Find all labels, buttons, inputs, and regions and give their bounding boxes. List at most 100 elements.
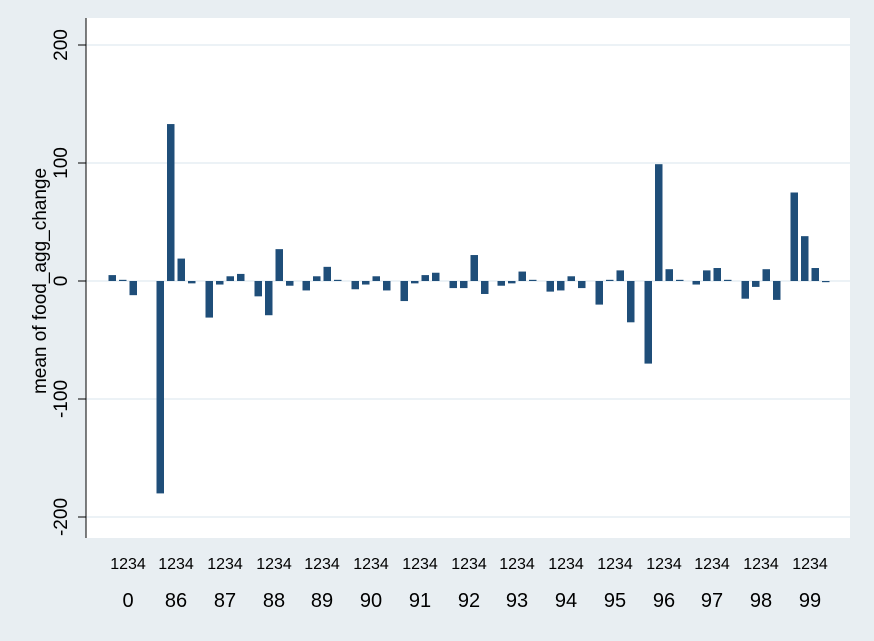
x-subcategory-label: 1234	[694, 556, 730, 573]
y-tick-label: 100	[51, 147, 72, 179]
bar	[665, 269, 673, 281]
bar	[741, 281, 749, 299]
bar	[460, 281, 468, 289]
bar	[286, 281, 294, 286]
x-group-label: 93	[506, 590, 528, 612]
bar	[226, 276, 234, 281]
x-group-label: 87	[214, 590, 236, 612]
axes: -200 -100 0 100 200 1234 0 1234 86 1234 87 1234 88 12…	[51, 18, 828, 612]
bar	[167, 124, 175, 281]
bar	[676, 279, 684, 281]
x-group-label: 90	[360, 590, 382, 612]
x-group-label: 92	[458, 590, 480, 612]
bar	[129, 281, 137, 296]
bar	[606, 279, 614, 281]
x-subcategory-label: 1234	[304, 556, 340, 573]
bars	[108, 124, 830, 494]
bar	[205, 281, 213, 318]
bar	[811, 268, 819, 281]
x-group-label: 89	[311, 590, 333, 612]
x-subcategory-label: 1234	[743, 556, 779, 573]
bar	[362, 281, 370, 285]
bar	[400, 281, 408, 302]
bar	[644, 281, 652, 364]
bar	[655, 164, 663, 281]
bar	[724, 279, 732, 281]
y-tick-label: -200	[51, 498, 72, 536]
bar	[470, 255, 478, 281]
bar	[351, 281, 359, 290]
x-subcategory-label: 1234	[207, 556, 243, 573]
x-group-label: 0	[122, 590, 133, 612]
x-subcategory-label: 1234	[353, 556, 389, 573]
x-group-label: 95	[604, 590, 626, 612]
bar	[790, 192, 798, 281]
bar	[713, 268, 721, 281]
bar	[481, 281, 489, 294]
bar	[421, 275, 429, 281]
y-axis-label: mean of food_agg_change	[30, 168, 51, 394]
x-group-label: 91	[409, 590, 431, 612]
x-subcategory-label: 1234	[402, 556, 438, 573]
bar	[334, 279, 342, 281]
bar	[188, 281, 196, 284]
bar	[449, 281, 457, 289]
bar	[177, 258, 185, 281]
bar	[546, 281, 554, 292]
bar	[216, 281, 224, 285]
x-subcategory-label: 1234	[646, 556, 682, 573]
x-group-label: 96	[653, 590, 675, 612]
x-subcategory-label: 1234	[110, 556, 146, 573]
x-group-label: 97	[701, 590, 723, 612]
bar	[616, 270, 624, 281]
x-subcategory-label: 1234	[792, 556, 828, 573]
bar	[265, 281, 273, 316]
bar	[752, 281, 760, 287]
bar	[302, 281, 310, 291]
bar	[801, 236, 809, 281]
x-subcategory-label: 1234	[548, 556, 584, 573]
x-subcategory-label: 1234	[597, 556, 633, 573]
y-tick-label: 200	[51, 29, 72, 61]
bar	[508, 281, 516, 284]
bar	[313, 276, 321, 281]
bar	[383, 281, 391, 291]
y-tick-label: -100	[51, 380, 72, 418]
gridlines	[86, 44, 850, 518]
bar	[497, 281, 505, 286]
bar	[275, 249, 283, 281]
plot-area	[86, 18, 850, 538]
x-group-label: 98	[750, 590, 772, 612]
x-subcategory-label: 1234	[158, 556, 194, 573]
bar	[762, 269, 770, 281]
bar	[108, 275, 116, 281]
bar	[773, 281, 781, 300]
bar	[254, 281, 262, 297]
bar	[156, 281, 164, 494]
x-subcategory-label: 1234	[256, 556, 292, 573]
x-subcategory-label: 1234	[451, 556, 487, 573]
bar	[529, 279, 537, 281]
bar	[432, 272, 440, 281]
bar	[703, 270, 711, 281]
bar	[627, 281, 635, 323]
bar	[518, 271, 526, 281]
x-subcategory-label: 1234	[499, 556, 535, 573]
bar	[119, 279, 127, 281]
bar	[372, 276, 380, 281]
bar	[595, 281, 603, 305]
bar	[822, 281, 830, 283]
bar	[567, 276, 575, 281]
bar	[578, 281, 586, 289]
x-group-label: 86	[165, 590, 187, 612]
y-tick-label: 0	[51, 276, 72, 287]
bar	[692, 281, 700, 285]
x-group-label: 94	[555, 590, 577, 612]
x-group-label: 99	[799, 590, 821, 612]
bar	[323, 266, 331, 281]
bar	[237, 273, 245, 281]
bar	[557, 281, 565, 291]
bar	[411, 281, 419, 284]
